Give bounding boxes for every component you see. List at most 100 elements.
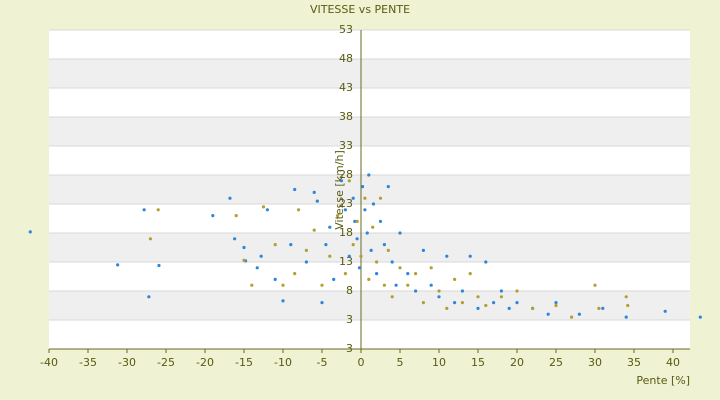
point	[261, 205, 266, 209]
point	[293, 187, 297, 192]
point	[375, 272, 379, 276]
point	[386, 185, 390, 189]
point	[468, 272, 472, 276]
point	[242, 245, 246, 250]
point	[499, 295, 503, 299]
y-tick-label: 18	[339, 226, 353, 239]
point	[328, 254, 332, 258]
point	[378, 219, 383, 223]
point	[259, 254, 263, 258]
point	[429, 283, 433, 287]
x-tick-label: 0	[358, 356, 365, 369]
point	[289, 243, 293, 247]
x-tick-label: 5	[397, 356, 404, 369]
point	[157, 263, 161, 268]
point	[273, 277, 277, 281]
grid-band	[49, 117, 690, 146]
point	[554, 301, 558, 305]
point	[382, 283, 386, 287]
point	[242, 258, 246, 262]
point	[355, 219, 359, 223]
point	[453, 277, 457, 281]
x-tick-label: -35	[79, 356, 97, 369]
y-tick-label: 3	[346, 313, 353, 326]
point	[515, 301, 519, 305]
point	[297, 208, 301, 212]
point	[597, 306, 601, 310]
point	[421, 301, 425, 305]
point	[378, 196, 383, 200]
point	[414, 289, 418, 293]
point	[273, 243, 277, 247]
point	[355, 237, 359, 241]
point	[698, 315, 702, 319]
x-tick-label: 30	[588, 356, 602, 369]
y-axis-title: Vitesse [km/h]	[333, 150, 346, 230]
y-tick-label: 33	[339, 139, 353, 152]
point	[365, 231, 369, 235]
point	[312, 190, 316, 194]
chart-title: VITESSE vs PENTE	[310, 3, 410, 16]
x-tick-label: -10	[274, 356, 292, 369]
point	[351, 243, 355, 247]
point	[406, 272, 410, 276]
grid-band	[49, 175, 690, 204]
x-tick-label: 15	[471, 356, 485, 369]
y-tick-label: 13	[339, 255, 353, 268]
point	[624, 295, 628, 299]
x-tick-label: -20	[196, 356, 214, 369]
point	[484, 303, 488, 308]
point	[371, 202, 376, 206]
point	[570, 315, 574, 319]
x-tick-label: 25	[549, 356, 563, 369]
point	[394, 283, 398, 287]
point	[347, 254, 351, 258]
point	[343, 272, 347, 276]
point	[437, 289, 441, 293]
point	[476, 295, 480, 299]
point	[492, 301, 496, 305]
point	[499, 289, 503, 293]
point	[460, 301, 464, 305]
y-tick-label: 38	[339, 110, 353, 123]
point	[382, 243, 386, 247]
point	[414, 272, 418, 276]
x-tick-label: -25	[157, 356, 175, 369]
grid-band	[49, 291, 690, 320]
point	[312, 228, 316, 232]
point	[429, 266, 433, 270]
point	[406, 283, 410, 287]
x-tick-label: -40	[40, 356, 58, 369]
x-tick-label: 20	[510, 356, 524, 369]
point	[386, 248, 390, 252]
point	[281, 299, 285, 303]
point	[375, 260, 379, 264]
point	[546, 312, 550, 316]
point	[336, 214, 340, 218]
point	[360, 185, 365, 189]
point	[315, 199, 319, 203]
point	[332, 277, 336, 281]
point	[369, 248, 373, 252]
point	[554, 303, 558, 308]
point	[460, 289, 464, 293]
point	[626, 303, 630, 308]
point	[353, 219, 357, 223]
point	[390, 295, 394, 299]
point	[343, 208, 347, 212]
point	[156, 208, 160, 212]
point	[320, 301, 324, 305]
point	[359, 254, 363, 258]
point	[507, 306, 511, 310]
x-tick-label: -30	[118, 356, 136, 369]
x-tick-label: -15	[235, 356, 253, 369]
point	[593, 283, 597, 287]
y-tick-label: 23	[339, 197, 353, 210]
y-tick-label: 53	[339, 23, 353, 36]
point	[445, 254, 449, 258]
point	[328, 225, 332, 229]
point	[233, 237, 237, 241]
point	[211, 214, 215, 218]
point	[624, 315, 628, 319]
